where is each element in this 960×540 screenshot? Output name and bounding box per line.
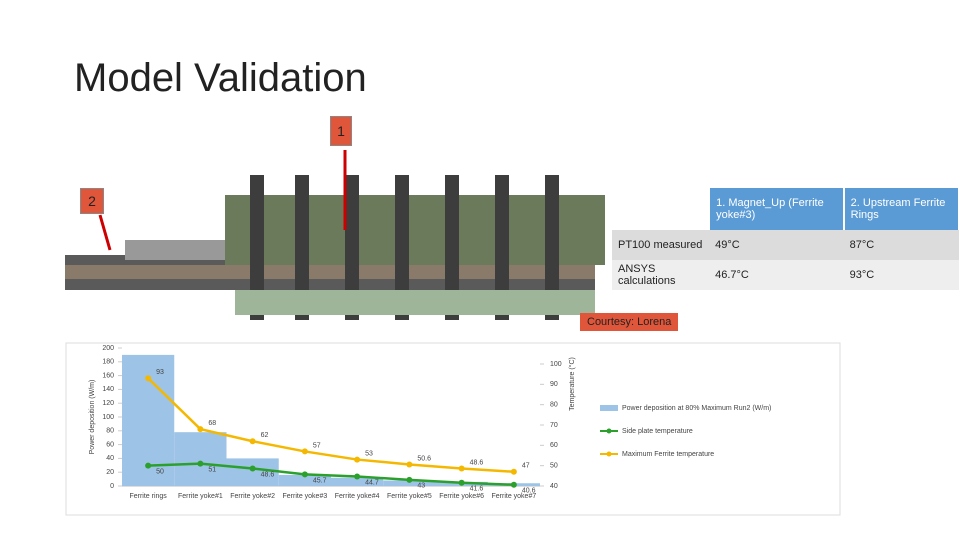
bar xyxy=(226,458,279,486)
data-label: 53 xyxy=(365,450,373,457)
y-tick-label: 40 xyxy=(106,455,114,462)
y2-tick-label: 100 xyxy=(550,361,562,368)
data-label: 50.6 xyxy=(417,455,431,462)
data-label: 50 xyxy=(156,469,164,476)
legend-label: Power deposition at 80% Maximum Run2 (W/… xyxy=(622,405,771,412)
legend-swatch xyxy=(606,451,612,457)
marker xyxy=(458,465,465,472)
data-label: 51 xyxy=(208,466,216,473)
data-label: 44.7 xyxy=(365,479,379,486)
table-cell: ANSYS calculations xyxy=(612,260,710,290)
marker xyxy=(458,479,465,486)
table-cell: 87°C xyxy=(843,230,959,260)
data-label: 48.6 xyxy=(470,459,484,466)
table-cell: 46.7°C xyxy=(709,260,844,290)
marker xyxy=(197,426,204,433)
slide-title: Model Validation xyxy=(74,56,367,100)
y2-tick-label: 40 xyxy=(550,483,558,490)
marker xyxy=(510,481,517,488)
data-label: 41.6 xyxy=(470,486,484,493)
x-tick-label: Ferrite rings xyxy=(129,493,167,500)
y2-axis-label: Temperature (°C) xyxy=(568,357,576,411)
table-cell: 49°C xyxy=(709,230,844,260)
marker xyxy=(145,462,152,469)
y-tick-label: 200 xyxy=(102,345,114,352)
y2-tick-label: 80 xyxy=(550,402,558,409)
marker xyxy=(354,473,361,480)
y-tick-label: 160 xyxy=(102,372,114,379)
validation-table: 1. Magnet_Up (Ferrite yoke#3) 2. Upstream… xyxy=(612,188,960,290)
legend-label: Side plate temperature xyxy=(622,428,693,435)
x-tick-label: Ferrite yoke#7 xyxy=(492,493,537,500)
y2-tick-label: 60 xyxy=(550,442,558,449)
line xyxy=(148,462,514,487)
y-axis-label: Power deposition (W/m) xyxy=(89,380,96,455)
y-tick-label: 140 xyxy=(102,386,114,393)
table-cell: 93°C xyxy=(843,260,959,290)
x-tick-label: Ferrite yoke#1 xyxy=(178,493,223,500)
marker xyxy=(301,448,308,455)
data-label: 45.7 xyxy=(313,477,327,484)
courtesy-note: Courtesy: Lorena xyxy=(580,313,679,331)
y-tick-label: 80 xyxy=(106,428,114,435)
y-tick-label: 100 xyxy=(102,414,114,421)
table-header: 1. Magnet_Up (Ferrite yoke#3) xyxy=(709,188,845,230)
data-label: 48.6 xyxy=(261,471,275,478)
marker xyxy=(249,465,256,472)
y2-tick-label: 50 xyxy=(550,463,558,470)
table-header: 2. Upstream Ferrite Rings xyxy=(843,188,960,230)
x-tick-label: Ferrite yoke#2 xyxy=(230,493,275,500)
model-image xyxy=(65,150,605,320)
bar xyxy=(331,477,384,486)
data-label: 57 xyxy=(313,442,321,449)
y-tick-label: 60 xyxy=(106,441,114,448)
y2-tick-label: 70 xyxy=(550,422,558,429)
legend-swatch xyxy=(606,428,612,434)
y2-tick-label: 90 xyxy=(550,381,558,388)
data-label: 62 xyxy=(261,432,269,439)
x-tick-label: Ferrite yoke#5 xyxy=(387,493,432,500)
marker xyxy=(197,460,204,467)
y-tick-label: 120 xyxy=(102,400,114,407)
bar xyxy=(174,432,227,486)
legend-label: Maximum Ferrite temperature xyxy=(622,451,714,458)
marker xyxy=(354,456,361,463)
x-tick-label: Ferrite yoke#6 xyxy=(439,493,484,500)
marker xyxy=(510,468,517,475)
data-label: 43 xyxy=(417,483,425,490)
legend-swatch xyxy=(600,405,618,411)
bar xyxy=(383,480,436,486)
marker xyxy=(145,375,152,382)
x-tick-label: Ferrite yoke#3 xyxy=(283,493,328,500)
chart-frame xyxy=(65,342,841,516)
data-label: 40.6 xyxy=(522,488,536,495)
data-label: 68 xyxy=(208,420,216,427)
marker xyxy=(301,471,308,478)
y-tick-label: 0 xyxy=(110,483,114,490)
x-tick-label: Ferrite yoke#4 xyxy=(335,493,380,500)
table-cell: PT100 measured xyxy=(612,230,710,260)
line xyxy=(147,377,514,474)
marker xyxy=(406,476,413,483)
marker xyxy=(249,438,256,445)
y-tick-label: 20 xyxy=(106,469,114,476)
data-label: 47 xyxy=(522,463,530,470)
callout: 2 xyxy=(80,188,104,214)
callout: 1 xyxy=(330,116,352,146)
bar xyxy=(278,474,331,486)
y-tick-label: 180 xyxy=(102,359,114,366)
data-label: 93 xyxy=(156,369,164,376)
marker xyxy=(406,461,413,468)
